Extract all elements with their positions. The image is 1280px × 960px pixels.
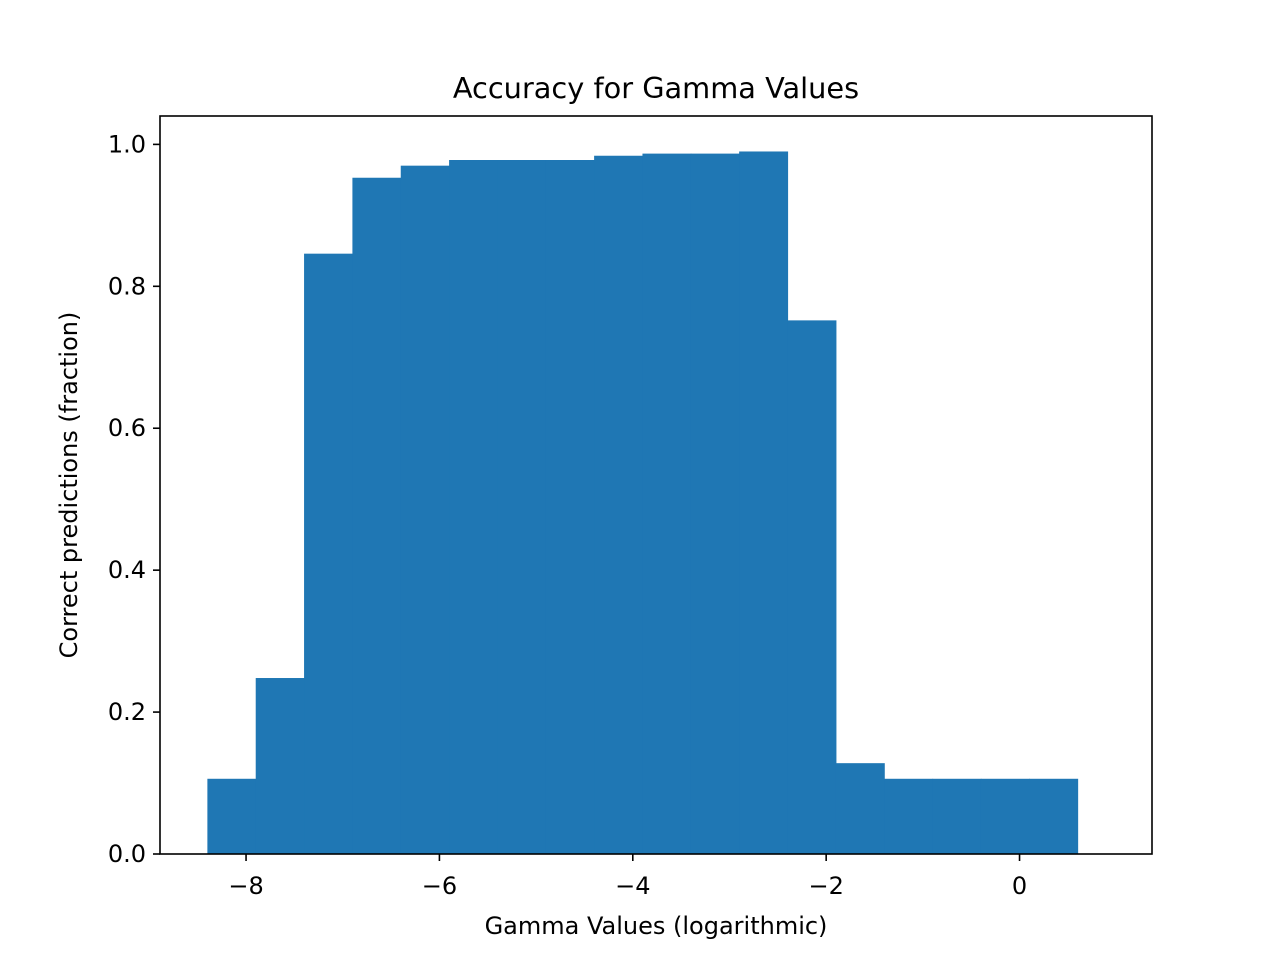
ticks-group: −8 −6 −4 −2 0 0.0 0.2 0.4 0.6 0.8 1.0 (108, 130, 1027, 900)
bar (400, 165, 450, 855)
bar (642, 153, 692, 855)
bar (1029, 778, 1079, 854)
x-tick-label: −6 (422, 872, 457, 900)
y-tick-label: 0.6 (108, 414, 146, 442)
bar (449, 160, 499, 854)
bar (255, 678, 305, 854)
bar (690, 153, 740, 855)
y-tick-label: 1.0 (108, 130, 146, 158)
bar (545, 160, 595, 854)
bar (739, 151, 789, 855)
x-tick-label: 0 (1012, 872, 1027, 900)
y-tick-label: 0.4 (108, 556, 146, 584)
bar (884, 778, 934, 854)
y-axis-label: Correct predictions (fraction) (55, 312, 83, 659)
y-tick-label: 0.0 (108, 840, 146, 868)
axes-frame (159, 115, 1153, 855)
x-tick-label: −8 (228, 872, 263, 900)
y-tick-label: 0.2 (108, 698, 146, 726)
bar (980, 778, 1030, 854)
bar (787, 320, 837, 854)
bar (835, 763, 885, 854)
x-tick-label: −2 (808, 872, 843, 900)
bar (207, 778, 257, 854)
bar (304, 253, 353, 855)
bar (932, 778, 982, 854)
x-axis-label: Gamma Values (logarithmic) (485, 912, 828, 940)
bar (352, 177, 402, 855)
bar (497, 160, 547, 854)
bars-group (207, 151, 1079, 855)
bar (594, 155, 644, 855)
x-tick-label: −4 (615, 872, 650, 900)
chart-title: Accuracy for Gamma Values (453, 71, 859, 105)
y-tick-label: 0.8 (108, 272, 146, 300)
